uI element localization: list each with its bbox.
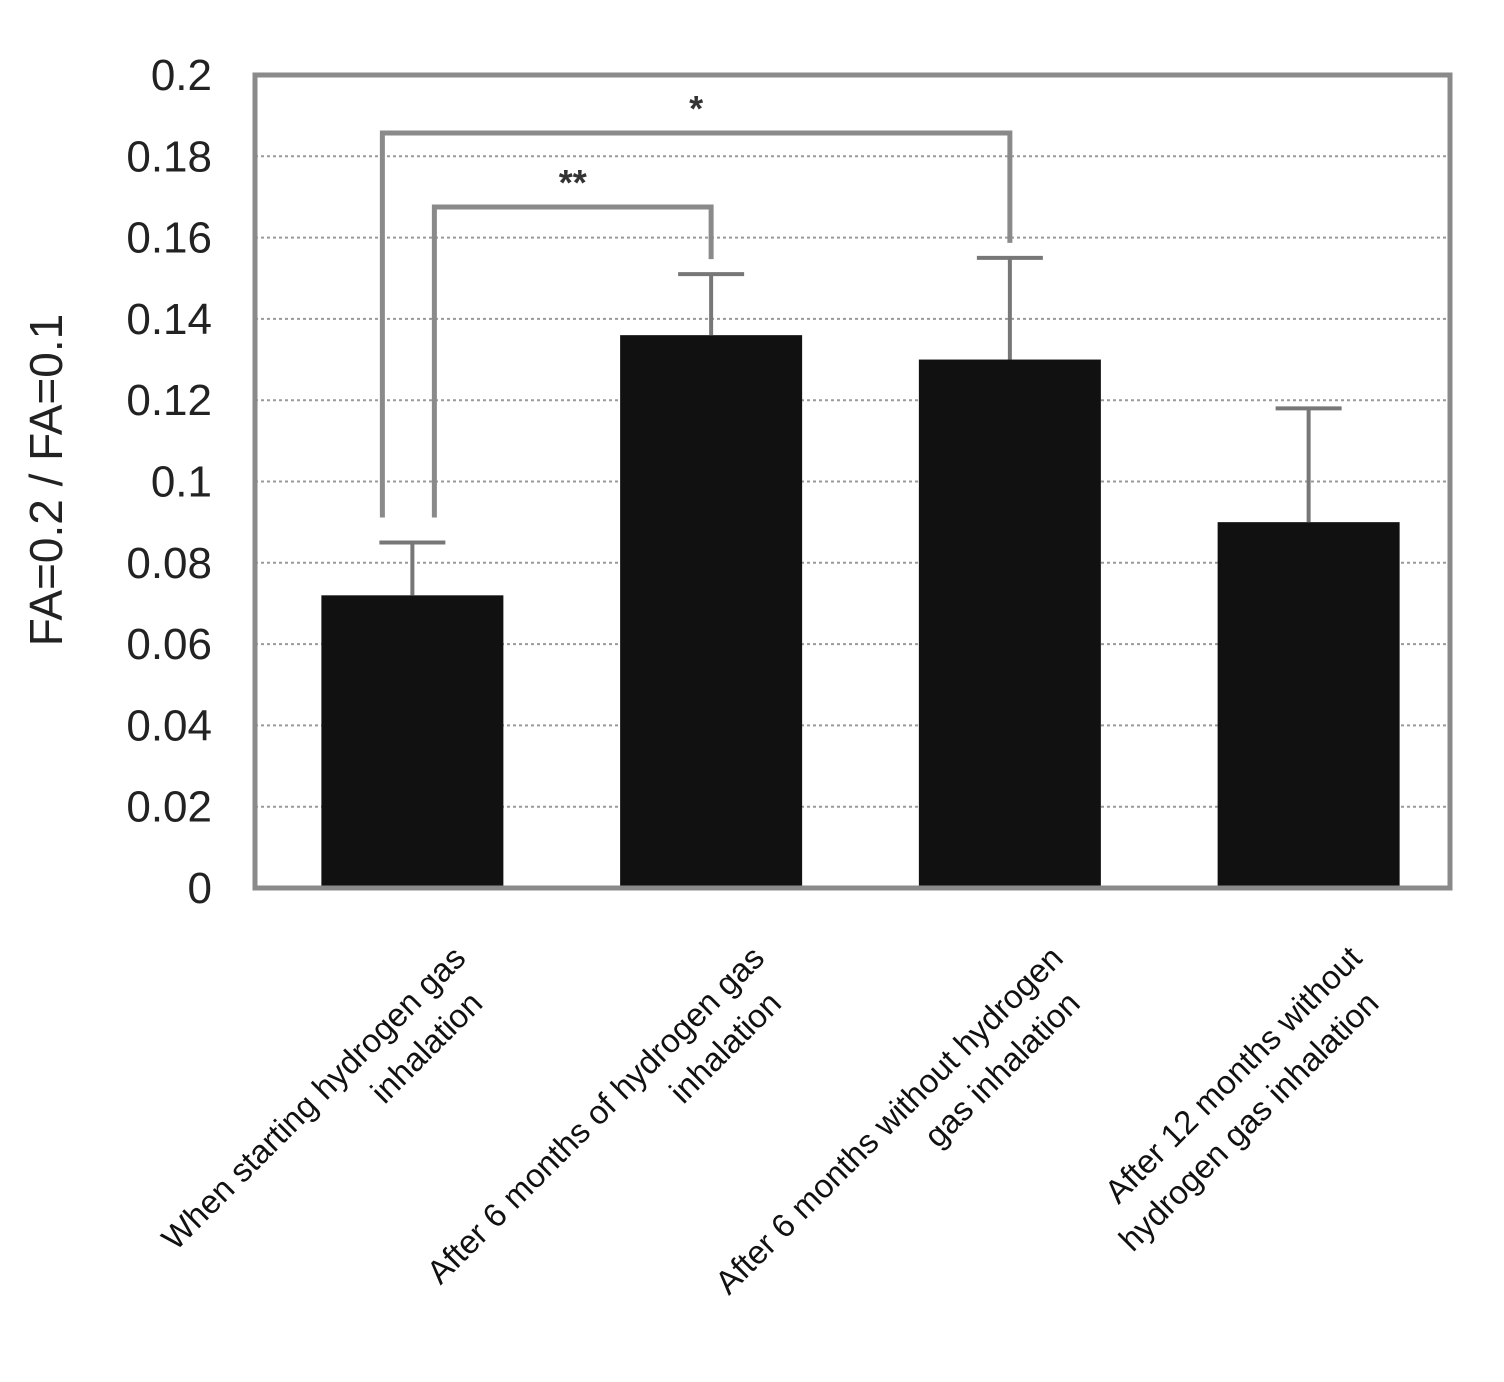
significance-bracket bbox=[431, 204, 714, 518]
x-category-label: After 12 months withouthydrogen gas inha… bbox=[1080, 939, 1399, 1258]
significance-label: * bbox=[689, 88, 703, 129]
significance-label: ** bbox=[559, 162, 587, 203]
y-tick-label: 0.18 bbox=[126, 132, 212, 181]
y-tick-label: 0.02 bbox=[126, 783, 212, 832]
y-tick-label: 0.14 bbox=[126, 295, 212, 344]
y-tick-label: 0.04 bbox=[126, 701, 212, 750]
significance-brackets: *** bbox=[379, 88, 1013, 518]
bar bbox=[620, 335, 803, 888]
bar bbox=[918, 359, 1101, 888]
y-tick-label: 0.06 bbox=[126, 620, 212, 669]
y-tick-label: 0.16 bbox=[126, 214, 212, 263]
bar bbox=[1217, 522, 1400, 888]
bar bbox=[321, 595, 504, 888]
x-category-labels: When starting hydrogen gasinhalationAfte… bbox=[154, 939, 1399, 1301]
y-tick-label: 0 bbox=[188, 864, 212, 913]
bars bbox=[321, 335, 1400, 888]
y-tick-label: 0.12 bbox=[126, 376, 212, 425]
significance-bracket bbox=[379, 130, 1013, 518]
y-tick-label: 0.2 bbox=[151, 51, 212, 100]
y-tick-labels: 0 0.02 0.04 0.06 0.08 0.1 0.12 0.14 0.16 0.18 0.2 bbox=[126, 51, 212, 913]
y-axis-label: FA=0.2 / FA=0.1 bbox=[20, 314, 72, 646]
error-bars bbox=[379, 255, 1342, 596]
y-tick-label: 0.1 bbox=[151, 458, 212, 507]
plot-frame bbox=[252, 72, 1453, 891]
y-tick-label: 0.08 bbox=[126, 539, 212, 588]
